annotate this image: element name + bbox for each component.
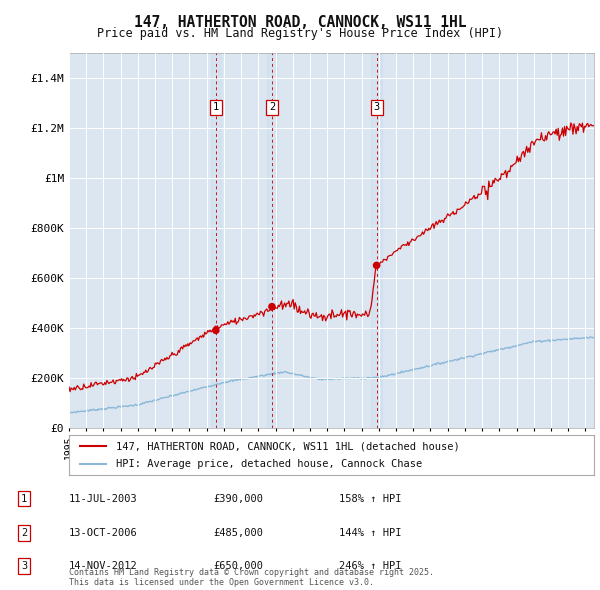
- Point: [372, 261, 382, 270]
- Text: 14-NOV-2012: 14-NOV-2012: [69, 562, 138, 571]
- Text: 158% ↑ HPI: 158% ↑ HPI: [339, 494, 401, 503]
- Text: 246% ↑ HPI: 246% ↑ HPI: [339, 562, 401, 571]
- Point: [267, 302, 277, 312]
- Text: HPI: Average price, detached house, Cannock Chase: HPI: Average price, detached house, Cann…: [116, 458, 422, 468]
- Text: 3: 3: [21, 562, 27, 571]
- Text: 147, HATHERTON ROAD, CANNOCK, WS11 1HL (detached house): 147, HATHERTON ROAD, CANNOCK, WS11 1HL (…: [116, 441, 460, 451]
- Text: 147, HATHERTON ROAD, CANNOCK, WS11 1HL: 147, HATHERTON ROAD, CANNOCK, WS11 1HL: [134, 15, 466, 30]
- Text: Contains HM Land Registry data © Crown copyright and database right 2025.
This d: Contains HM Land Registry data © Crown c…: [69, 568, 434, 587]
- Point: [211, 326, 221, 335]
- Text: 3: 3: [373, 103, 380, 113]
- Text: 1: 1: [213, 103, 219, 113]
- Text: Price paid vs. HM Land Registry's House Price Index (HPI): Price paid vs. HM Land Registry's House …: [97, 27, 503, 40]
- Text: 13-OCT-2006: 13-OCT-2006: [69, 528, 138, 537]
- Bar: [267, 53, 277, 428]
- Bar: [211, 53, 221, 428]
- Text: £650,000: £650,000: [213, 562, 263, 571]
- Text: £485,000: £485,000: [213, 528, 263, 537]
- Text: 2: 2: [269, 103, 275, 113]
- Text: 144% ↑ HPI: 144% ↑ HPI: [339, 528, 401, 537]
- Text: 2: 2: [21, 528, 27, 537]
- Text: 1: 1: [21, 494, 27, 503]
- Text: 11-JUL-2003: 11-JUL-2003: [69, 494, 138, 503]
- Text: £390,000: £390,000: [213, 494, 263, 503]
- Bar: [371, 53, 382, 428]
